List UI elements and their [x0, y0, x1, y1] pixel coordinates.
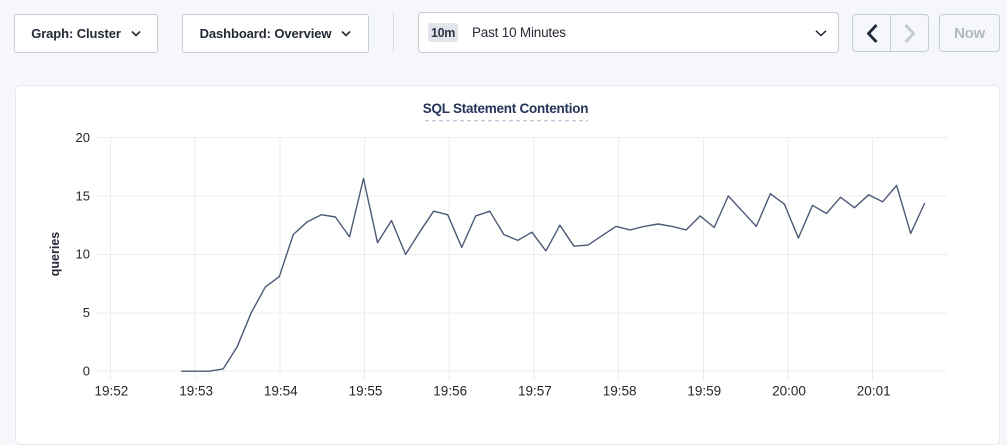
svg-text:19:58: 19:58	[603, 384, 637, 399]
svg-text:5: 5	[83, 305, 90, 320]
svg-text:20: 20	[76, 130, 90, 145]
svg-text:19:59: 19:59	[687, 384, 721, 399]
svg-text:19:53: 19:53	[179, 384, 213, 399]
svg-text:19:57: 19:57	[518, 384, 552, 399]
svg-text:20:01: 20:01	[857, 384, 891, 399]
svg-text:19:54: 19:54	[264, 384, 298, 399]
svg-text:queries: queries	[48, 232, 62, 277]
svg-text:19:55: 19:55	[349, 384, 383, 399]
svg-text:20:00: 20:00	[772, 384, 806, 399]
svg-text:0: 0	[83, 364, 90, 379]
svg-text:19:56: 19:56	[433, 384, 467, 399]
svg-text:10: 10	[76, 247, 90, 262]
svg-text:19:52: 19:52	[95, 384, 129, 399]
svg-text:15: 15	[76, 188, 90, 203]
